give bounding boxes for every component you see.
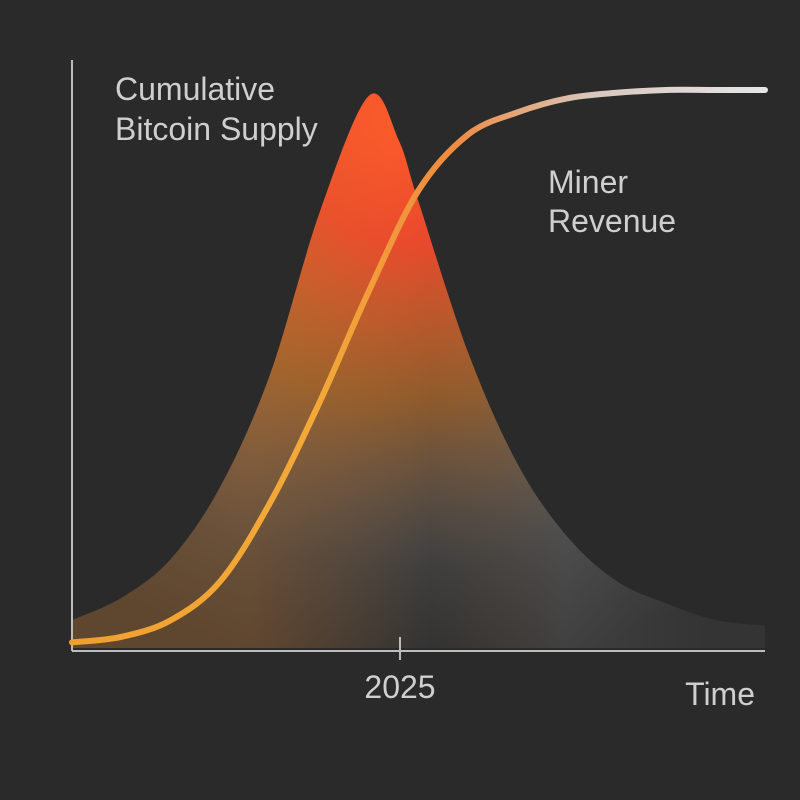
supply-label-line2: Bitcoin Supply — [115, 111, 318, 147]
x-axis-label: Time — [685, 676, 755, 712]
revenue-label-line2: Revenue — [548, 203, 676, 239]
x-tick-label-2025: 2025 — [364, 669, 435, 705]
supply-label-line1: Cumulative — [115, 71, 275, 107]
cumulative-supply-line — [69, 86, 768, 646]
revenue-label-line1: Miner — [548, 164, 628, 200]
miner-revenue-area-shade — [72, 93, 765, 648]
